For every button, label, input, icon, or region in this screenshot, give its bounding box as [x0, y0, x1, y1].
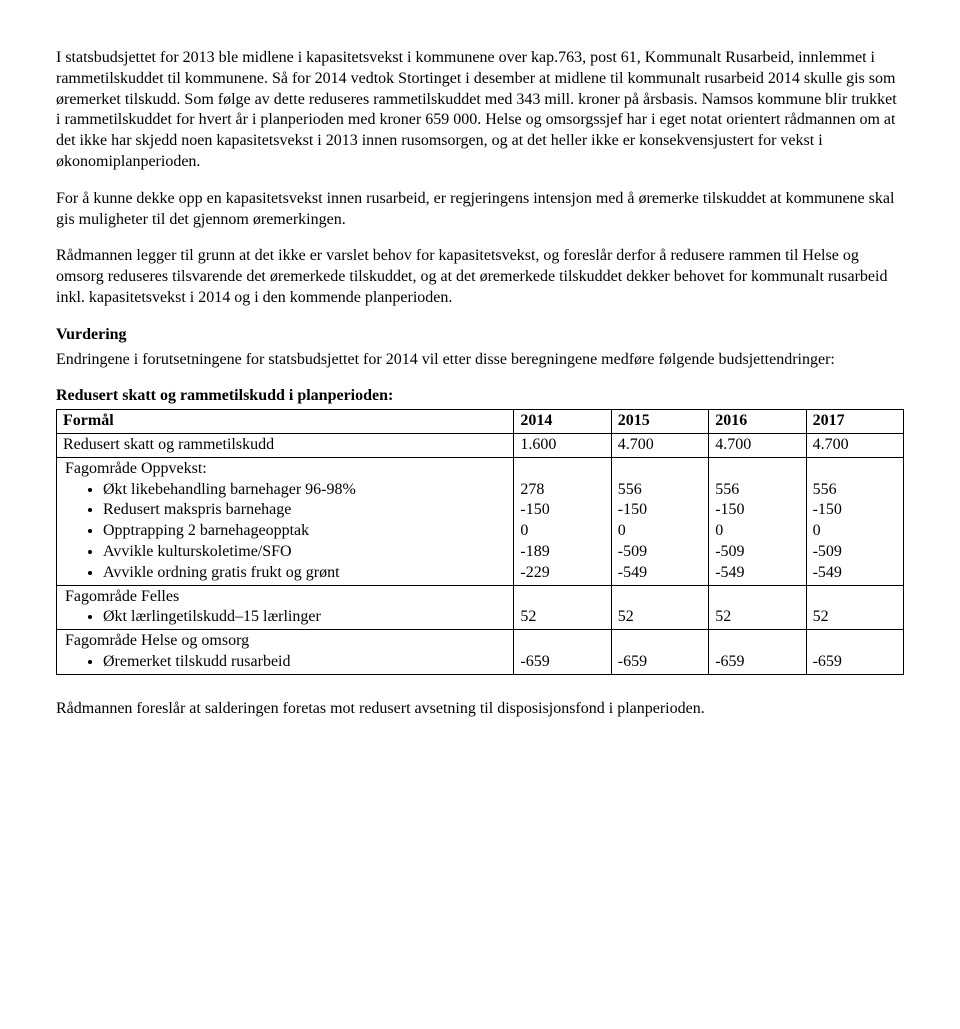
cell-value: -659 — [611, 630, 708, 675]
value: -150 — [715, 500, 799, 521]
list-item: Opptrapping 2 barnehageopptak — [103, 521, 507, 542]
cell-value: 4.700 — [709, 433, 806, 457]
value: 52 — [715, 607, 799, 628]
value: 52 — [618, 607, 702, 628]
budget-table: Formål 2014 2015 2016 2017 Redusert skat… — [56, 409, 904, 675]
value: 556 — [618, 480, 702, 501]
value: -549 — [618, 563, 702, 584]
value: 556 — [715, 480, 799, 501]
value: -150 — [618, 500, 702, 521]
value: 0 — [618, 521, 702, 542]
group-label: Fagområde Helse og omsorg — [63, 631, 507, 652]
value: -150 — [813, 500, 897, 521]
value: -150 — [520, 500, 604, 521]
cell-group: Fagområde Felles Økt lærlingetilskudd–15… — [57, 585, 514, 630]
list-item: Økt lærlingetilskudd–15 lærlinger — [103, 607, 507, 628]
heading-vurdering: Vurdering — [56, 325, 904, 346]
value: 52 — [520, 607, 604, 628]
paragraph-intro: I statsbudsjettet for 2013 ble midlene i… — [56, 48, 904, 173]
col-2017: 2017 — [806, 410, 903, 434]
cell-value: 278 -150 0 -189 -229 — [514, 457, 611, 585]
cell-value: 52 — [806, 585, 903, 630]
paragraph-5: Rådmannen foreslår at salderingen foreta… — [56, 699, 904, 720]
value: -509 — [618, 542, 702, 563]
cell-value: 4.700 — [806, 433, 903, 457]
list-item: Avvikle kulturskoletime/SFO — [103, 542, 507, 563]
table-row: Redusert skatt og rammetilskudd 1.600 4.… — [57, 433, 904, 457]
col-2014: 2014 — [514, 410, 611, 434]
list-item: Avvikle ordning gratis frukt og grønt — [103, 563, 507, 584]
value: -659 — [520, 652, 604, 673]
paragraph-4: Endringene i forutsetningene for statsbu… — [56, 350, 904, 371]
value: 0 — [715, 521, 799, 542]
cell-value: 556 -150 0 -509 -549 — [611, 457, 708, 585]
col-formal: Formål — [57, 410, 514, 434]
list-item: Økt likebehandling barnehager 96-98% — [103, 480, 507, 501]
cell-group: Fagområde Helse og omsorg Øremerket tils… — [57, 630, 514, 675]
group-items: Øremerket tilskudd rusarbeid — [63, 652, 507, 673]
cell-value: 556 -150 0 -509 -549 — [709, 457, 806, 585]
value: 0 — [813, 521, 897, 542]
cell-value: -659 — [806, 630, 903, 675]
paragraph-3: Rådmannen legger til grunn at det ikke e… — [56, 246, 904, 308]
cell-value: 4.700 — [611, 433, 708, 457]
table-row-group-oppvekst: Fagområde Oppvekst: Økt likebehandling b… — [57, 457, 904, 585]
group-items: Økt lærlingetilskudd–15 lærlinger — [63, 607, 507, 628]
value: -659 — [813, 652, 897, 673]
cell-label: Redusert skatt og rammetilskudd — [57, 433, 514, 457]
group-items: Økt likebehandling barnehager 96-98% Red… — [63, 480, 507, 584]
value: 52 — [813, 607, 897, 628]
list-item: Øremerket tilskudd rusarbeid — [103, 652, 507, 673]
value: -659 — [715, 652, 799, 673]
value: -229 — [520, 563, 604, 584]
cell-value: 52 — [709, 585, 806, 630]
value: -509 — [813, 542, 897, 563]
cell-value: 1.600 — [514, 433, 611, 457]
table-row-group-helse: Fagområde Helse og omsorg Øremerket tils… — [57, 630, 904, 675]
cell-value: 52 — [611, 585, 708, 630]
col-2016: 2016 — [709, 410, 806, 434]
value: 278 — [520, 480, 604, 501]
col-2015: 2015 — [611, 410, 708, 434]
cell-group: Fagområde Oppvekst: Økt likebehandling b… — [57, 457, 514, 585]
value: -549 — [813, 563, 897, 584]
table-header-row: Formål 2014 2015 2016 2017 — [57, 410, 904, 434]
cell-value: 556 -150 0 -509 -549 — [806, 457, 903, 585]
paragraph-2: For å kunne dekke opp en kapasitetsvekst… — [56, 189, 904, 231]
cell-value: 52 — [514, 585, 611, 630]
value: -509 — [715, 542, 799, 563]
value: -189 — [520, 542, 604, 563]
cell-value: -659 — [514, 630, 611, 675]
heading-table: Redusert skatt og rammetilskudd i planpe… — [56, 386, 904, 407]
value: 556 — [813, 480, 897, 501]
list-item: Redusert makspris barnehage — [103, 500, 507, 521]
value: -659 — [618, 652, 702, 673]
value: 0 — [520, 521, 604, 542]
group-label: Fagområde Felles — [63, 587, 507, 608]
value: -549 — [715, 563, 799, 584]
table-row-group-felles: Fagområde Felles Økt lærlingetilskudd–15… — [57, 585, 904, 630]
cell-value: -659 — [709, 630, 806, 675]
group-label: Fagområde Oppvekst: — [63, 459, 507, 480]
